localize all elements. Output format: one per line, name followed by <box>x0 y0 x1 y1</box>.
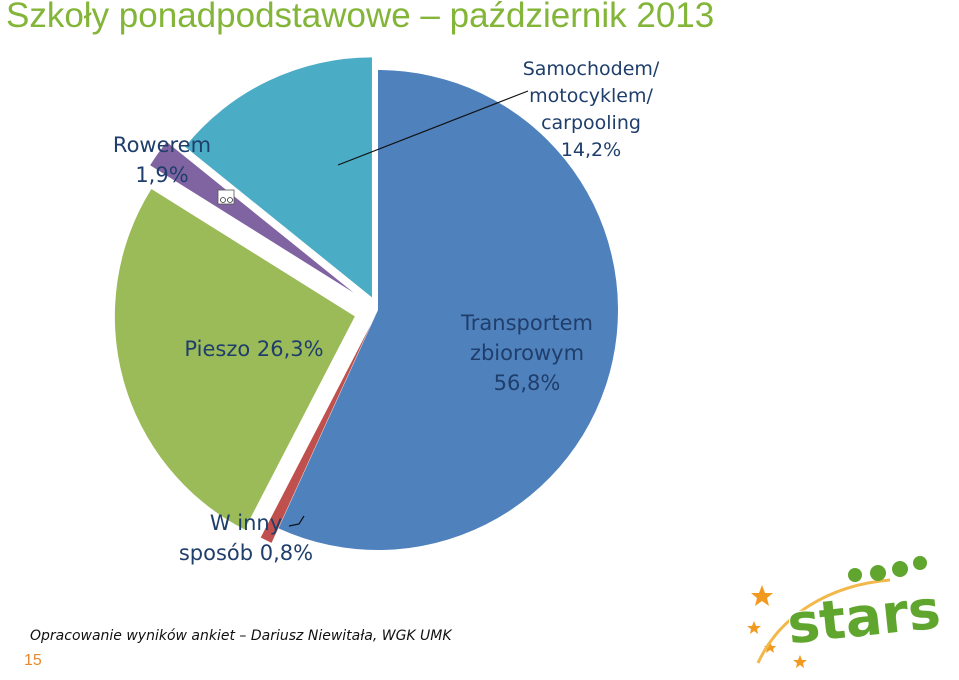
slice-label-line: 14,2% <box>561 139 621 161</box>
slice-labels: Transportem zbiorowym 56,8% W inny sposób 0,… <box>113 58 660 565</box>
pie-slice-rowerem <box>150 141 354 293</box>
slice-label: Rowerem 1,9% <box>113 133 211 187</box>
logo-star-icons <box>747 585 807 668</box>
slice-label: W inny sposób 0,8% <box>179 511 313 565</box>
pie-slice-pieszo <box>114 189 355 530</box>
slice-label-line: 1,9% <box>135 163 188 187</box>
slice-label-line: Samochodem/ <box>523 58 660 80</box>
stars-logo: stars <box>747 556 944 668</box>
leader-line-samochodem <box>337 90 529 166</box>
slice-label-line: Transportem <box>460 311 593 335</box>
logo-swoosh <box>756 578 891 664</box>
logo-text: stars <box>784 578 943 657</box>
bike-marker <box>217 189 235 205</box>
slice-label-line: motocyklem/ <box>529 85 653 107</box>
pie-slice-w-inny-sposób <box>260 324 372 543</box>
slice-label: Pieszo 26,3% <box>184 337 323 361</box>
slice-label-line: W inny <box>210 511 282 535</box>
slice-label-line: 56,8% <box>494 371 561 395</box>
source-note: Opracowanie wyników ankiet – Dariusz Nie… <box>30 628 452 644</box>
pie-slice-transportem-zbiorowym <box>278 70 618 550</box>
slice-label-line: sposób 0,8% <box>179 541 313 565</box>
slide-title: Szkoły ponadpodstawowe – październik 201… <box>6 0 715 35</box>
slice-label-line: zbiorowym <box>470 341 584 365</box>
page-number: 15 <box>24 652 42 669</box>
slice-label-line: carpooling <box>541 112 641 134</box>
pie-chart: Transportem zbiorowym 56,8% W inny sposób 0,… <box>113 57 660 565</box>
pie-slice-samochodem-motocyklem-carpooling <box>185 57 372 298</box>
slice-label: Samochodem/motocyklem/carpooling 14,2% <box>523 58 660 161</box>
slice-label-line: Pieszo 26,3% <box>184 337 323 361</box>
pie-slices <box>114 57 618 550</box>
leader-line-inny <box>288 515 305 527</box>
slice-label-line: Rowerem <box>113 133 211 157</box>
logo-activity-icons <box>848 556 927 582</box>
leader-lines <box>288 90 529 527</box>
slice-label: Transportem zbiorowym 56,8% <box>460 311 593 395</box>
